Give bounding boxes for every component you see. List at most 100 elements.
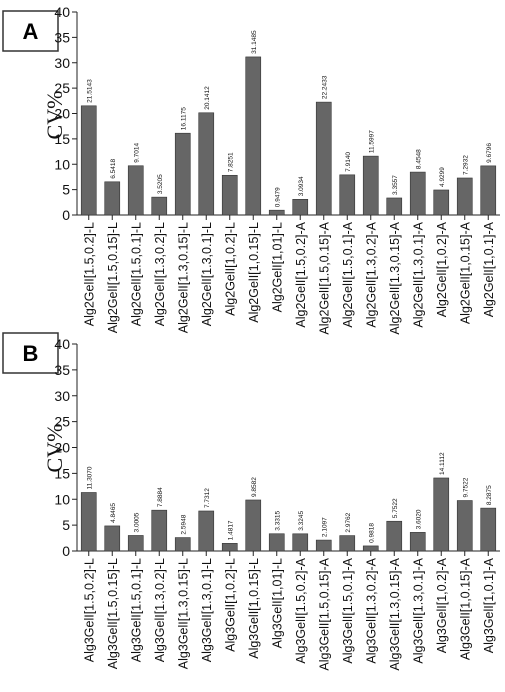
data-label: 1.4817 — [227, 520, 234, 540]
data-label: 3.3557 — [392, 175, 399, 195]
x-tick-label: Alg2GelI[1.5,0.2]-L — [82, 222, 96, 326]
data-label: 3.6020 — [415, 509, 422, 529]
x-tick-label: Alg3GelI[1,0.1]-A — [482, 557, 496, 653]
data-label: 8.2875 — [486, 485, 493, 505]
y-tick-label: 35 — [54, 362, 70, 378]
bar — [80, 492, 97, 552]
data-label: 2.1097 — [321, 517, 328, 537]
bar — [221, 543, 238, 552]
data-label: 9.7014 — [133, 142, 140, 162]
panel-a-y-axis-title: CV% — [42, 91, 67, 140]
y-tick-label: 5 — [62, 517, 70, 533]
data-label: 22.2433 — [321, 75, 328, 99]
x-tick-label: Alg3GelI[1,0.2]-A — [435, 557, 449, 653]
bar — [456, 177, 473, 216]
panel-a-label-box — [2, 10, 59, 52]
data-label: 6.5418 — [110, 159, 117, 179]
x-tick-label: Alg3GelI[1.5,0.15]-L — [106, 558, 120, 669]
y-tick-label: 15 — [54, 131, 70, 147]
bar — [292, 533, 309, 552]
y-tick-label: 30 — [54, 55, 70, 71]
bar — [362, 545, 379, 552]
data-label: 0.9818 — [368, 523, 375, 543]
bar — [362, 155, 379, 216]
data-label: 3.0934 — [298, 176, 305, 196]
bar — [245, 56, 262, 216]
bar — [221, 174, 238, 216]
x-tick-label: Alg3GelI[1.3,0.15]-A — [388, 557, 402, 670]
panel-b-y-axis-title: CV% — [42, 424, 67, 473]
x-tick-label: Alg2GelI[1.5,0.2]-A — [294, 221, 308, 327]
x-tick-label: Alg3GelI[1.5,0.1]-A — [341, 557, 355, 663]
bar — [409, 171, 426, 216]
x-tick-label: Alg3GelI[1.5,0.1]-L — [129, 558, 143, 662]
panel-b-axes: 0 5 10 15 20 25 30 35 40 11.3070 Alg3GelI[1.5,0.2]… — [54, 336, 500, 671]
data-label: 11.5997 — [368, 130, 375, 153]
x-tick-label: Alg3GelI[1.5,0.2]-A — [294, 557, 308, 663]
panel-b-label: B — [23, 341, 39, 366]
data-label: 9.6796 — [486, 143, 493, 163]
x-tick-label: Alg2GelI[1,0.2]-L — [223, 222, 237, 316]
x-tick-label: Alg3GelI[1.3,0.2]-L — [153, 558, 167, 662]
y-tick-label: 10 — [54, 156, 70, 172]
panel-b-label-box — [2, 332, 59, 374]
x-tick-label: Alg2GelI[1,01]-L — [270, 222, 284, 312]
x-tick-label: Alg3GelI[1.3,0.1]-L — [200, 558, 214, 662]
bar — [127, 535, 144, 552]
x-tick-label: Alg3GelI[1.3,0.2]-A — [364, 557, 378, 663]
data-label: 3.3315 — [274, 510, 281, 530]
data-label: 2.5948 — [180, 514, 187, 534]
x-tick-label: Alg2GelI[1.3,0.15]-A — [388, 221, 402, 334]
bar — [386, 197, 403, 216]
panel-a-label: A — [23, 19, 39, 44]
bar — [151, 509, 168, 552]
bar — [198, 510, 215, 552]
data-label: 2.9762 — [345, 512, 352, 532]
bar — [104, 181, 121, 216]
data-label: 4.8465 — [110, 503, 117, 523]
data-label: 14.1112 — [439, 452, 446, 475]
bar — [433, 189, 450, 216]
y-tick-label: 0 — [62, 207, 70, 223]
bar — [174, 132, 191, 216]
data-label: 7.9140 — [345, 152, 352, 172]
x-tick-label: Alg2GelI[1.5,0.15]-A — [317, 221, 331, 334]
bar — [315, 539, 332, 552]
panel-a-axes: 0 5 10 15 20 25 30 35 40 21.5143 Alg2GelI[1.5,0.2]… — [54, 4, 500, 335]
data-label: 3.3245 — [298, 511, 305, 531]
data-label: 7.2932 — [462, 155, 469, 175]
bar — [151, 196, 168, 216]
data-label: 16.1175 — [180, 107, 187, 130]
x-tick-label: Alg2GelI[1.3,0.15]-L — [176, 222, 190, 333]
data-label: 11.3070 — [86, 466, 93, 489]
bar — [80, 105, 97, 216]
data-label: 7.8251 — [227, 152, 234, 172]
x-tick-label: Alg3GelI[1.3,0.15]-L — [176, 558, 190, 669]
x-tick-label: Alg2GelI[1.3,0.2]-A — [364, 221, 378, 327]
x-tick-label: Alg2GelI[1,0.1]-A — [482, 221, 496, 317]
y-tick-label: 35 — [54, 29, 70, 45]
x-tick-label: Alg3GelI[1.5,0.2]-L — [82, 558, 96, 662]
x-tick-label: Alg3GelI[1,0.15]-L — [247, 558, 261, 659]
bar — [409, 532, 426, 552]
data-label: 21.5143 — [86, 79, 93, 103]
bar — [127, 165, 144, 216]
data-label: 5.7522 — [392, 498, 399, 518]
y-tick-label: 40 — [54, 4, 70, 20]
data-label: 7.7312 — [204, 488, 211, 508]
x-tick-label: Alg2GelI[1,0.15]-A — [458, 221, 472, 324]
data-label: 3.0005 — [133, 512, 140, 532]
y-tick-label: 25 — [54, 80, 70, 96]
panel-b: B CV% 0 5 10 15 20 25 30 35 40 11.3070 Alg3GelI[1.… — [2, 332, 500, 671]
y-tick-label: 10 — [54, 491, 70, 507]
bar — [339, 535, 356, 552]
y-tick-label: 20 — [54, 440, 70, 456]
bar — [386, 520, 403, 552]
x-tick-label: Alg2GelI[1.5,0.1]-L — [129, 222, 143, 326]
bar — [456, 500, 473, 552]
x-tick-label: Alg3GelI[1.3,0.1]-A — [411, 557, 425, 663]
bar — [268, 533, 285, 552]
y-tick-label: 5 — [62, 182, 70, 198]
y-tick-label: 40 — [54, 336, 70, 352]
